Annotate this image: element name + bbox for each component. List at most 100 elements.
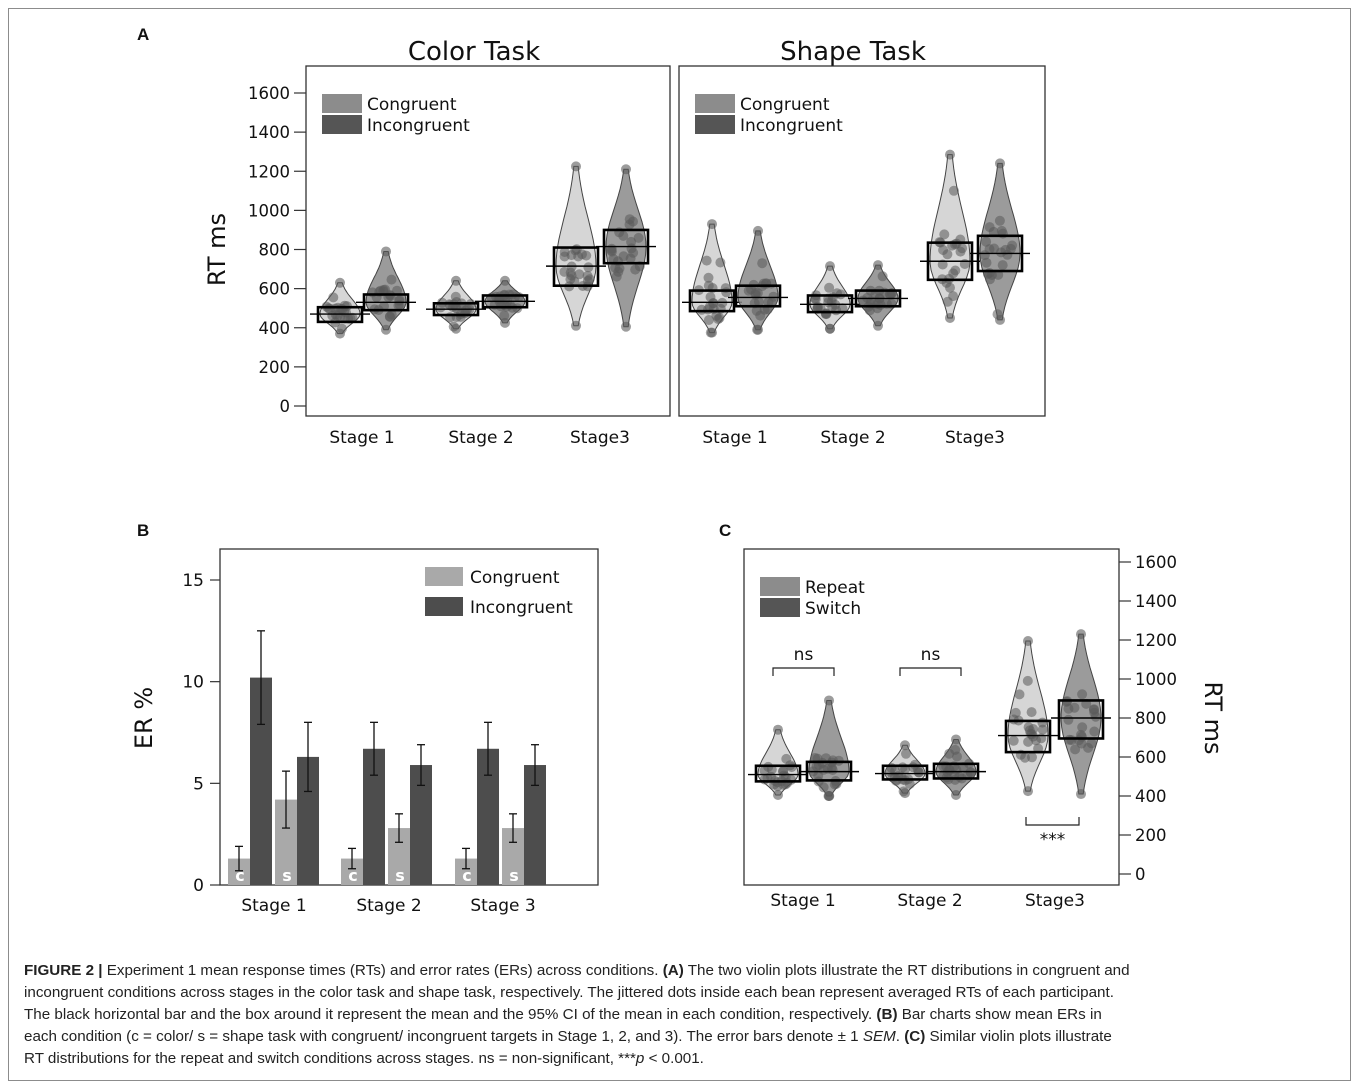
participant-dot [900, 740, 910, 751]
participant-dot [995, 314, 1005, 325]
legend-label: Congruent [470, 568, 560, 588]
x-tick-label: Stage3 [570, 428, 630, 448]
participant-dot [824, 695, 834, 706]
legend-swatch [322, 94, 362, 113]
participant-dot [885, 289, 896, 300]
ci-box [734, 284, 782, 308]
y-tick-label: 1600 [248, 84, 290, 103]
participant-dot [763, 297, 774, 308]
legend-swatch [322, 115, 362, 134]
participant-dot [1002, 249, 1013, 260]
x-tick-label: Stage 2 [897, 891, 962, 911]
panel-letter-a: A [137, 25, 149, 44]
y-tick-label: 0 [193, 876, 204, 896]
participant-dot [950, 265, 961, 276]
participant-dot [824, 282, 835, 293]
participant-dot [825, 323, 835, 334]
x-tick-label: Stage 1 [702, 428, 767, 448]
caption-line4-end: Similar violin plots illustrate [925, 1028, 1112, 1045]
participant-dot [450, 291, 461, 302]
bar-incongruent [477, 748, 499, 885]
bar-letter-label: c [462, 866, 471, 885]
caption-line1-end: The two violin plots illustrate the RT d… [683, 962, 1130, 979]
participant-dot [381, 246, 391, 257]
participant-dot [944, 748, 955, 759]
participant-dot [624, 214, 635, 225]
y-tick-label: 400 [1135, 787, 1167, 806]
participant-dot [381, 324, 391, 335]
participant-dot [565, 274, 576, 285]
participant-dot [1061, 696, 1072, 707]
y-tick-label: 1000 [248, 201, 290, 220]
legend-label: Repeat [805, 578, 865, 598]
participant-dot [914, 767, 925, 778]
caption-line5: RT distributions for the repeat and swit… [24, 1050, 636, 1067]
participant-dot [948, 291, 959, 302]
participant-dot [826, 296, 837, 307]
bar-incongruent [297, 756, 319, 885]
participant-dot [959, 259, 970, 269]
caption-line4: each condition (c = color/ s = shape tas… [24, 1028, 863, 1045]
participant-dot [1069, 702, 1080, 713]
participant-dot [951, 790, 961, 801]
legend-swatch [695, 115, 735, 134]
ci-box [688, 289, 736, 313]
y-tick-label: 800 [259, 241, 291, 260]
bar-congruent [502, 828, 524, 885]
participant-dot [875, 299, 886, 310]
bar-letter-label: c [235, 866, 244, 885]
participant-dot [584, 274, 595, 285]
legend-label: Incongruent [740, 116, 843, 136]
legend-swatch [760, 577, 800, 596]
participant-dot [824, 791, 834, 801]
participant-dot [1023, 635, 1033, 646]
participant-dot [995, 158, 1005, 169]
caption-line5-end: < 0.001. [644, 1050, 704, 1067]
figure-caption: FIGURE 2 | Experiment 1 mean response ti… [24, 960, 1336, 1070]
participant-dot [500, 275, 510, 286]
participant-dot [1023, 786, 1033, 797]
participant-dot [945, 149, 955, 160]
participant-dot [1077, 689, 1088, 700]
participant-dot [577, 249, 587, 260]
y-tick-label: 1200 [248, 162, 290, 181]
participant-dot [811, 761, 822, 772]
caption-line2: incongruent conditions across stages in … [24, 984, 1114, 1001]
caption-line4-bold: (C) [904, 1028, 926, 1045]
participant-dot [630, 264, 641, 275]
sig-bracket [1025, 817, 1080, 826]
bar-congruent [228, 858, 250, 885]
y-tick-label: 10 [182, 673, 204, 693]
violin-panel-4: 0 200 400 600 800 1000 1200 1400 1600 RT ms Stage … [743, 548, 1227, 911]
caption-line3-bold: (B) [876, 1006, 898, 1023]
participant-dot [1022, 675, 1033, 686]
plot-frame [678, 65, 1046, 417]
participant-dot [613, 266, 624, 277]
participant-dot [951, 734, 961, 745]
bar-letter-label: s [282, 866, 292, 885]
participant-dot [451, 312, 462, 322]
participant-dot [1064, 734, 1075, 745]
bar-congruent [455, 858, 477, 885]
legend-swatch [425, 567, 463, 586]
y-tick-label: 0 [1135, 865, 1146, 884]
participant-dot [394, 295, 405, 306]
participant-dot [703, 315, 714, 325]
bar-incongruent [363, 748, 385, 885]
chart-title: Shape Task [780, 37, 926, 67]
bar-letter-label: c [348, 866, 357, 885]
x-tick-label: Stage3 [1025, 891, 1085, 911]
participant-dot [993, 269, 1004, 280]
y-tick-label: 600 [1135, 748, 1167, 767]
x-tick-label: Stage 2 [820, 428, 885, 448]
participant-dot [633, 232, 644, 243]
caption-figure-label: FIGURE 2 | [24, 962, 103, 979]
participant-dot [981, 236, 992, 247]
bar-congruent [388, 828, 410, 885]
participant-dot [618, 251, 629, 262]
caption-line4-mid: . [895, 1028, 905, 1045]
participant-dot [606, 245, 617, 256]
bar-letter-label: s [509, 866, 519, 885]
participant-dot [328, 292, 339, 303]
participant-dot [1031, 735, 1041, 746]
